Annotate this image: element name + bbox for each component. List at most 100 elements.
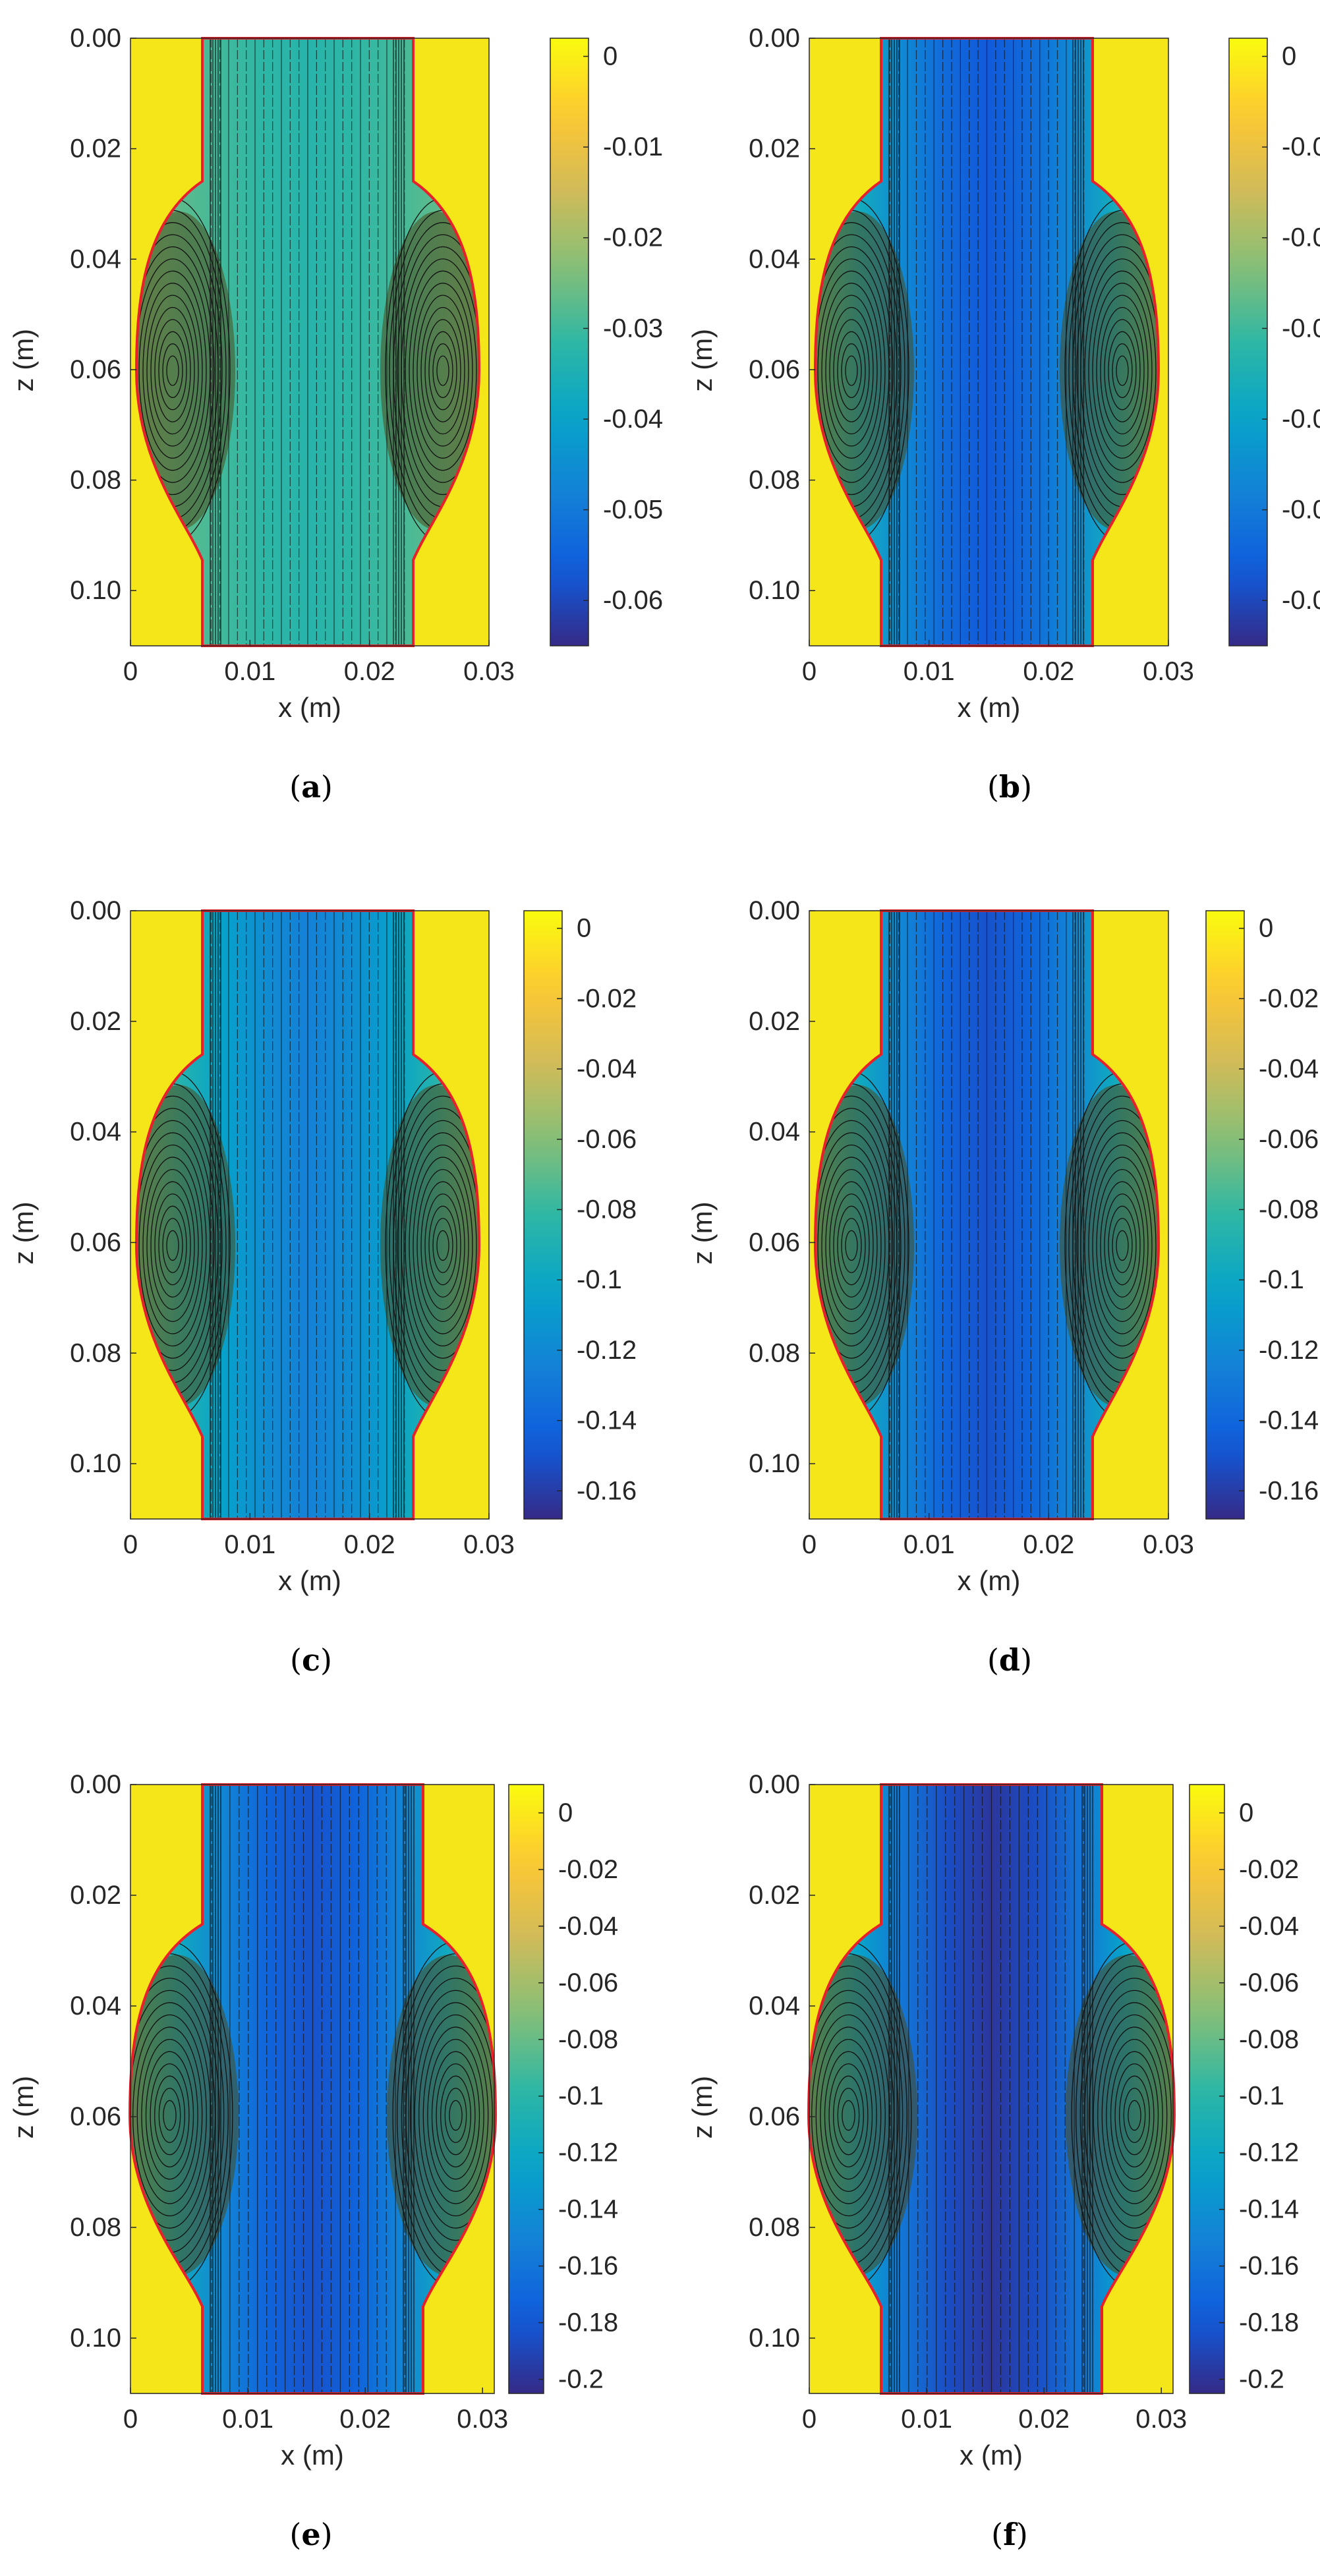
y-tick-label: 0.00 bbox=[749, 24, 800, 53]
colorbar-tick-label: -0.14 bbox=[1239, 2195, 1299, 2224]
colorbar-tick-label: 0 bbox=[577, 914, 591, 943]
colorbar-tick-label: -0.1 bbox=[1259, 1265, 1304, 1294]
x-axis: 0 0.01 0.02 0.03 x (m) bbox=[123, 2388, 508, 2471]
panel-f: 0.000.020.040.060.080.10z (m)0 0.01 0.02 0.… bbox=[687, 1770, 1299, 2552]
colorbar-tick-label: -0.02 bbox=[1282, 223, 1320, 252]
x-axis-label: x (m) bbox=[958, 692, 1021, 723]
colorbar-tick-label: -0.06 bbox=[603, 586, 663, 615]
recirculation-zone-right bbox=[1060, 212, 1159, 530]
colorbar-tick-label: -0.12 bbox=[1239, 2138, 1299, 2167]
y-tick-label: 0.02 bbox=[70, 1007, 121, 1036]
x-tick-label: 0.03 bbox=[457, 2405, 508, 2434]
y-tick-label: 0.08 bbox=[70, 1338, 121, 1367]
colorbar-tick-label: -0.12 bbox=[1259, 1336, 1319, 1365]
panels-layer: 0.000.020.040.060.080.10z (m)0 0.01 0.02 0.… bbox=[8, 24, 1320, 2552]
axes-box bbox=[130, 1784, 495, 2394]
colorbar-tick-label: -0.18 bbox=[558, 2308, 618, 2337]
y-tick-label: 0.08 bbox=[749, 1338, 800, 1367]
y-tick-label: 0.00 bbox=[749, 1770, 800, 1799]
colorbar-gradient bbox=[550, 38, 589, 646]
y-tick-label: 0.04 bbox=[749, 244, 800, 273]
colorbar-tick-label: -0.18 bbox=[1239, 2308, 1299, 2337]
y-tick-label: 0.10 bbox=[749, 2324, 800, 2353]
axial-streamlines bbox=[210, 911, 405, 1519]
y-tick-label: 0.06 bbox=[70, 2102, 121, 2131]
x-tick-label: 0 bbox=[123, 1530, 138, 1559]
panel-caption: (e) bbox=[289, 2517, 332, 2552]
y-tick-label: 0.06 bbox=[70, 1228, 121, 1257]
y-tick-label: 0.00 bbox=[70, 1770, 121, 1799]
colorbar-tick-label: 0 bbox=[603, 42, 617, 71]
colorbar-tick-label: -0.04 bbox=[577, 1054, 637, 1083]
colorbar-tick-label: -0.04 bbox=[1259, 1054, 1319, 1083]
y-axis: 0.00 0.02 0.04 0.06 0.08 0.10 z (m) bbox=[8, 1770, 136, 2353]
x-tick-label: 0.01 bbox=[904, 1530, 955, 1559]
x-axis-label: x (m) bbox=[278, 1565, 341, 1596]
x-tick-label: 0.02 bbox=[344, 1530, 395, 1559]
x-tick-label: 0.02 bbox=[339, 2405, 391, 2434]
x-axis: 0 0.01 0.02 0.03 x (m) bbox=[802, 640, 1194, 723]
colorbar: 0 -0.01 -0.02 -0.03 -0.04 -0.05 -0.06 bbox=[550, 38, 663, 646]
y-tick-label: 0.00 bbox=[749, 896, 800, 925]
panel-caption: (f) bbox=[991, 2517, 1028, 2552]
y-axis: 0.00 0.02 0.04 0.06 0.08 0.10 z (m) bbox=[8, 24, 136, 605]
x-tick-label: 0.01 bbox=[904, 657, 955, 686]
x-axis: 0 0.01 0.02 0.03 x (m) bbox=[802, 1513, 1194, 1596]
colorbar-tick-label: -0.04 bbox=[603, 405, 663, 434]
colorbar-tick-label: 0 bbox=[1282, 42, 1296, 71]
panel-caption: (a) bbox=[289, 769, 333, 805]
colorbar: 0 -0.02 -0.04 -0.06 -0.08 -0.1 -0.12 -0.14 -0.16… bbox=[1189, 1784, 1299, 2394]
y-tick-label: 0.02 bbox=[70, 134, 121, 163]
x-axis-label: x (m) bbox=[281, 2440, 344, 2471]
x-axis-label: x (m) bbox=[278, 692, 341, 723]
x-axis: 0 0.01 0.02 0.03 x (m) bbox=[123, 640, 515, 723]
y-axis: 0.00 0.02 0.04 0.06 0.08 0.10 z (m) bbox=[687, 896, 815, 1478]
y-tick-label: 0.10 bbox=[749, 1449, 800, 1478]
x-tick-label: 0 bbox=[123, 2405, 138, 2434]
panel-c: 0.000.020.040.060.080.10z (m)0 0.01 0.02 0.… bbox=[8, 896, 637, 1678]
recirculation-zone-left bbox=[815, 1085, 914, 1406]
panel-b: 0.000.020.040.060.080.10z (m)0 0.01 0.02 0.… bbox=[687, 24, 1320, 805]
recirculation-zone-left bbox=[809, 1955, 917, 2276]
y-tick-label: 0.02 bbox=[749, 1881, 800, 1910]
y-axis-label: z (m) bbox=[8, 1201, 39, 1265]
colorbar: 0 -0.02 -0.04 -0.06 -0.08 -0.1 -0.12 -0.14 -0.16 bbox=[1205, 910, 1319, 1520]
y-tick-label: 0.04 bbox=[70, 244, 121, 273]
colorbar-tick-label: -0.04 bbox=[1282, 405, 1320, 434]
y-tick-label: 0.10 bbox=[70, 2324, 121, 2353]
panel-a: 0.000.020.040.060.080.10z (m)0 0.01 0.02 0.… bbox=[8, 24, 663, 805]
x-axis-label: x (m) bbox=[958, 1565, 1021, 1596]
y-tick-label: 0.06 bbox=[749, 2102, 800, 2131]
colorbar-tick-label: -0.12 bbox=[558, 2138, 618, 2167]
colorbar-tick-label: -0.1 bbox=[558, 2082, 604, 2111]
y-tick-label: 0.06 bbox=[749, 1228, 800, 1257]
y-tick-label: 0.00 bbox=[70, 24, 121, 53]
y-axis: 0.00 0.02 0.04 0.06 0.08 0.10 z (m) bbox=[687, 24, 815, 605]
y-tick-label: 0.06 bbox=[70, 355, 121, 384]
y-axis: 0.00 0.02 0.04 0.06 0.08 0.10 z (m) bbox=[8, 896, 136, 1478]
colorbar-tick-label: -0.2 bbox=[1239, 2365, 1284, 2394]
x-tick-label: 0.01 bbox=[224, 1530, 275, 1559]
colorbar-tick-label: 0 bbox=[558, 1798, 573, 1827]
y-tick-label: 0.10 bbox=[70, 576, 121, 605]
colorbar-tick-label: -0.14 bbox=[577, 1406, 637, 1435]
panel-caption: (d) bbox=[987, 1642, 1032, 1678]
x-tick-label: 0.03 bbox=[1135, 2405, 1187, 2434]
recirculation-zone-right bbox=[380, 1085, 479, 1406]
colorbar-gradient bbox=[1205, 910, 1245, 1520]
colorbar-gradient bbox=[523, 910, 563, 1520]
x-tick-label: 0 bbox=[802, 657, 817, 686]
x-tick-label: 0.03 bbox=[463, 657, 515, 686]
colorbar: 0 -0.01 -0.02 -0.03 -0.04 -0.05 -0.06 bbox=[1228, 38, 1320, 646]
colorbar-tick-label: -0.2 bbox=[558, 2365, 604, 2394]
colorbar-tick-label: -0.16 bbox=[558, 2252, 618, 2281]
colorbar-tick-label: -0.06 bbox=[1239, 1968, 1299, 1997]
colorbar-tick-label: 0 bbox=[1259, 914, 1273, 943]
colorbar-tick-label: -0.16 bbox=[1259, 1476, 1319, 1505]
colorbar-tick-label: -0.06 bbox=[558, 1968, 618, 1997]
x-tick-label: 0.01 bbox=[222, 2405, 273, 2434]
colorbar-tick-label: -0.06 bbox=[577, 1125, 637, 1154]
x-tick-label: 0.01 bbox=[901, 2405, 952, 2434]
x-tick-label: 0.02 bbox=[344, 657, 395, 686]
axial-streamlines bbox=[888, 38, 1085, 646]
